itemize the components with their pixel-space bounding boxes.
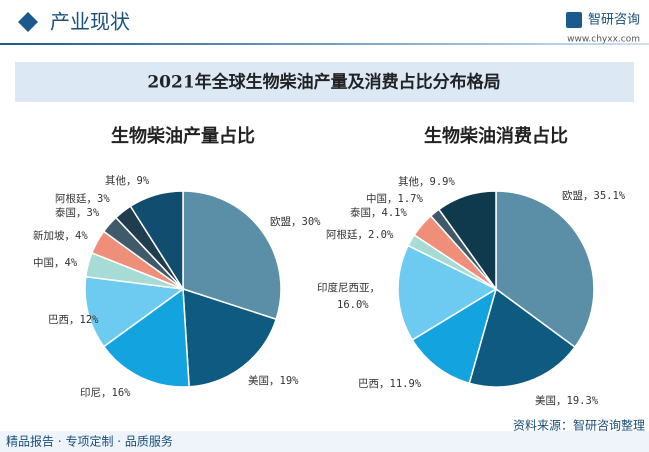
value-label: 16% xyxy=(112,387,132,399)
pie-slice xyxy=(84,275,185,348)
slice-label: 欧盟，30% xyxy=(270,216,321,228)
slice-label: 其他，9.9% xyxy=(398,175,455,188)
value-label: 4.1% xyxy=(382,207,408,219)
slice-label: 欧盟，35.1% xyxy=(562,190,626,202)
chart-title: 2021年全球生物柴油产量及消费占比分布格局 xyxy=(147,72,500,93)
slice-label: 巴西，12% xyxy=(48,314,99,326)
brand: 智研咨询 xyxy=(588,13,640,28)
pie-slice xyxy=(397,244,498,341)
category-label: 印度尼西亚， xyxy=(317,281,380,294)
slice-label: 阿根廷，2.0% xyxy=(326,228,394,241)
value-label: 1.7% xyxy=(398,193,424,205)
value-label: 2.0% xyxy=(368,229,394,241)
pie-slice xyxy=(495,190,595,349)
header-rule xyxy=(0,43,649,45)
value-label: 11.9% xyxy=(390,378,422,390)
value-label: 35.1% xyxy=(594,190,626,202)
value-label: 19% xyxy=(280,375,300,387)
value-label: 30% xyxy=(302,216,322,228)
pie-slice xyxy=(468,287,576,388)
header-title: 产业现状 xyxy=(50,10,130,34)
category-label: 印尼， xyxy=(80,387,112,399)
value-label: 19.3% xyxy=(567,395,599,407)
header-icon xyxy=(18,12,38,32)
slice-label: 中国，4% xyxy=(33,256,78,269)
slice-label: 新加坡，4% xyxy=(33,229,88,242)
pie-title: 生物柴油消费占比 xyxy=(424,125,568,147)
category-label: 欧盟， xyxy=(562,190,594,202)
category-label: 其他， xyxy=(105,174,137,187)
category-label: 美国， xyxy=(535,394,567,407)
value-label: 9% xyxy=(137,175,150,187)
pie-slice xyxy=(182,190,282,321)
value-label: 4% xyxy=(75,230,88,242)
category-label: 泰国， xyxy=(350,206,382,219)
value-label: 4% xyxy=(65,257,78,269)
value-label: 16.0% xyxy=(337,299,369,311)
brand-url: www.chyxx.com xyxy=(567,35,640,45)
category-label: 新加坡， xyxy=(33,229,75,242)
category-label: 美国， xyxy=(248,374,280,387)
slice-label: 其他，9% xyxy=(105,174,150,187)
category-label: 巴西， xyxy=(48,314,80,326)
pie-slice xyxy=(182,287,278,388)
slice-label: 印尼，16% xyxy=(80,387,131,399)
pie-slice xyxy=(102,287,190,388)
category-label: 中国， xyxy=(33,256,65,269)
footer: 精品报告 · 专项定制 · 品质服务 xyxy=(6,434,173,449)
slice-label: 印度尼西亚， 16.0% xyxy=(317,281,380,311)
pie-title: 生物柴油产量占比 xyxy=(111,125,255,147)
value-label: 12% xyxy=(80,314,100,326)
category-label: 泰国， xyxy=(55,206,87,219)
pie-slice xyxy=(129,190,184,292)
footer-band xyxy=(0,431,649,452)
category-label: 中国， xyxy=(366,192,398,205)
slice-label: 美国，19% xyxy=(248,374,299,387)
pie-slice xyxy=(437,190,497,292)
slice-label: 泰国，3% xyxy=(55,206,100,219)
category-label: 阿根廷， xyxy=(55,192,97,205)
slice-label: 泰国，4.1% xyxy=(350,206,407,219)
category-label: 其他， xyxy=(398,175,430,188)
value-label: 3% xyxy=(87,207,100,219)
slice-label: 美国，19.3% xyxy=(535,394,599,407)
category-label: 欧盟， xyxy=(270,216,302,228)
slice-label: 中国，1.7% xyxy=(366,192,423,205)
value-label: 9.9% xyxy=(430,176,456,188)
category-label: 阿根廷， xyxy=(326,228,368,241)
slice-label: 巴西，11.9% xyxy=(358,378,422,390)
pie-slice xyxy=(411,287,498,385)
slice-label: 阿根廷，3% xyxy=(55,192,110,205)
title-band xyxy=(15,62,634,102)
brand-logo xyxy=(566,12,582,28)
source: 资料来源：智研咨询整理 xyxy=(513,418,645,433)
value-label: 3% xyxy=(97,193,110,205)
category-label: 巴西， xyxy=(358,378,390,390)
